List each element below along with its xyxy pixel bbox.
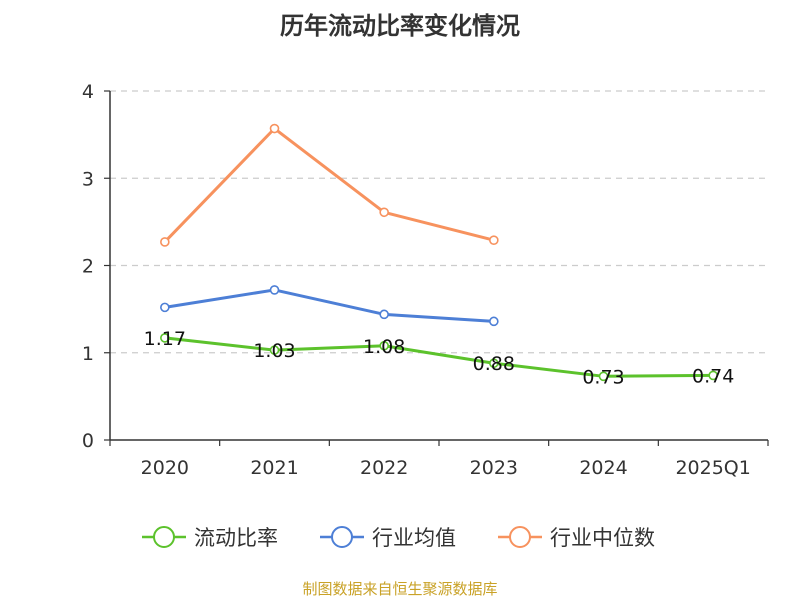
y-tick-label: 3	[82, 168, 94, 190]
legend-item-1[interactable]: 流动比率	[142, 526, 278, 550]
source-note: 制图数据来自恒生聚源数据库	[302, 580, 498, 598]
x-tick-label: 2024	[579, 457, 627, 479]
series-1	[160, 333, 718, 382]
chart-title: 历年流动比率变化情况	[280, 12, 520, 40]
data-label: 0.74	[692, 365, 734, 387]
x-tick-label: 2021	[250, 457, 298, 479]
x-tick-label: 2020	[141, 457, 189, 479]
y-tick-label: 1	[82, 343, 94, 365]
data-point	[379, 309, 389, 320]
legend-item-3[interactable]: 行业中位数	[498, 526, 655, 550]
data-labels: 1.17 1.03 1.08 0.88 0.73 0.74	[144, 328, 735, 388]
data-point	[379, 340, 389, 351]
series-line	[163, 127, 495, 243]
legend-marker	[153, 526, 175, 548]
data-point	[160, 237, 170, 247]
data-label: 0.88	[473, 353, 515, 375]
series-line	[164, 336, 714, 378]
data-point	[489, 235, 499, 245]
y-tick-label: 2	[82, 256, 94, 278]
data-label: 1.03	[253, 340, 295, 362]
legend-label: 流动比率	[194, 526, 278, 550]
axes: 0 1 2 3 4 2020 2021 2022 2023 2024 2025Q1	[82, 81, 769, 479]
data-label: 0.73	[582, 366, 624, 388]
data-point	[160, 302, 170, 313]
data-point	[269, 285, 280, 295]
data-point	[379, 207, 389, 218]
data-point	[489, 358, 499, 369]
legend-label: 行业中位数	[550, 526, 655, 550]
data-label: 1.17	[144, 328, 186, 350]
y-tick-label: 0	[82, 430, 94, 452]
series-2	[160, 285, 499, 327]
data-point	[708, 370, 718, 381]
legend-label: 行业均值	[372, 526, 456, 550]
data-point	[269, 123, 280, 134]
grid-lines	[110, 90, 768, 354]
legend[interactable]: 流动比率 行业均值 行业中位数	[142, 526, 655, 550]
legend-marker	[509, 526, 531, 548]
series-group	[160, 123, 718, 382]
data-point	[489, 316, 499, 327]
x-tick-label: 2022	[360, 457, 408, 479]
x-tick-label: 2023	[470, 457, 518, 479]
series-line	[164, 288, 494, 323]
series-3	[160, 123, 499, 247]
data-point	[269, 345, 280, 355]
x-tick-label: 2025Q1	[675, 457, 750, 479]
data-point	[160, 333, 170, 343]
legend-marker	[331, 526, 353, 548]
legend-item-2[interactable]: 行业均值	[320, 526, 456, 550]
data-label: 1.08	[363, 336, 405, 358]
data-point	[598, 371, 609, 382]
y-tick-label: 4	[82, 81, 94, 103]
